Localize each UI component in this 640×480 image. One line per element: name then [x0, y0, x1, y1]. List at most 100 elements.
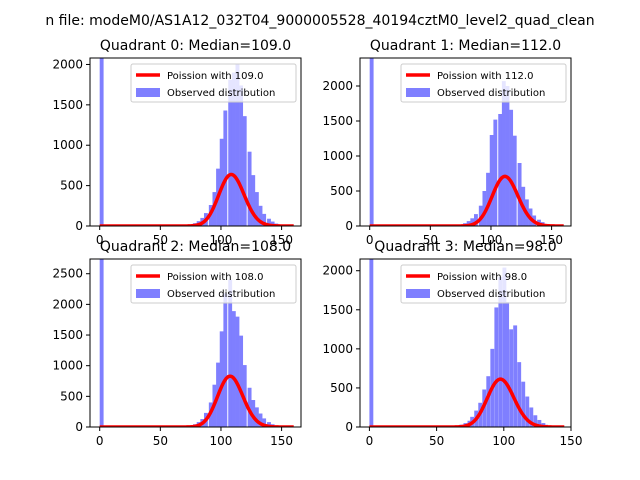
hist-bar: [228, 279, 233, 427]
legend-line-label: Poission with 98.0: [437, 272, 527, 283]
y-tick-label: 2000: [52, 57, 83, 71]
hist-bar: [223, 110, 228, 226]
y-tick-label: 500: [60, 389, 83, 403]
y-tick-label: 1500: [52, 328, 83, 342]
hist-bar: [239, 85, 244, 226]
axes-frame: [89, 57, 302, 227]
x-tick-label: 0: [366, 233, 374, 247]
hist-bar: [482, 191, 487, 226]
hist-bar: [512, 135, 517, 226]
legend: Poission with 98.0 Observed distribution: [400, 264, 567, 304]
subplot-title: Quadrant 2: Median=108.0: [100, 239, 291, 255]
hist-bar: [521, 381, 526, 427]
hist-bar: [242, 365, 247, 427]
legend-bar-swatch: [136, 289, 160, 298]
hist-bar: [513, 325, 518, 427]
y-tick-label: 1500: [322, 303, 353, 317]
plot-area: [99, 259, 295, 427]
y-tick-label: 0: [75, 420, 83, 434]
legend-line-label: Poission with 112.0: [437, 71, 533, 82]
hist-bar: [258, 413, 263, 427]
legend-bar-label: Observed distribution: [167, 289, 275, 300]
y-tick-label: 0: [345, 420, 353, 434]
y-tick-label: 1500: [322, 114, 353, 128]
y-tick-label: 2000: [322, 264, 353, 278]
hist-bar: [219, 138, 224, 226]
hist-bar: [466, 221, 471, 226]
hist-bar: [223, 293, 228, 427]
hist-bar: [486, 172, 490, 226]
y-tick-label: 2500: [52, 267, 83, 281]
hist-bar: [509, 329, 514, 427]
hist-bar: [258, 205, 263, 226]
figure-suptitle: n file: modeM0/AS1A12_032T04_9000005528_…: [45, 13, 594, 29]
hist-bar: [517, 362, 522, 427]
y-tick-label: 1000: [322, 149, 353, 163]
hist-bar: [270, 221, 275, 226]
plot-area: [99, 58, 295, 226]
hist-bar: [251, 400, 256, 427]
axes-frame: [359, 57, 572, 227]
y-tick-label: 1000: [52, 138, 83, 152]
hist-bar: [470, 218, 475, 226]
hist-bar: [239, 335, 244, 427]
x-tick-label: 150: [540, 233, 563, 247]
y-tick-label: 2000: [52, 297, 83, 311]
legend-line-label: Poission with 109.0: [167, 71, 263, 82]
x-tick-label: 0: [366, 434, 374, 448]
subplot-title: Quadrant 1: Median=112.0: [370, 38, 561, 54]
hist-bar: [498, 114, 503, 226]
hist-bar: [502, 267, 507, 427]
legend-box: [130, 63, 297, 103]
y-tick-label: 0: [345, 219, 353, 233]
hist-bar: [235, 64, 240, 226]
x-tick-label: 0: [96, 233, 104, 247]
poisson-curve: [369, 377, 565, 427]
legend-box: [400, 63, 567, 103]
legend-bar-label: Observed distribution: [437, 88, 545, 99]
hist-bar: [505, 301, 510, 427]
y-tick-label: 1500: [52, 98, 83, 112]
hist-bar: [505, 86, 510, 226]
legend-bar-label: Observed distribution: [167, 88, 275, 99]
legend: Poission with 108.0 Observed distribution: [130, 264, 297, 304]
x-tick-label: 50: [153, 233, 168, 247]
hist-bar: [99, 58, 104, 226]
poisson-curve: [99, 172, 295, 226]
hist-bar: [254, 192, 259, 226]
hist-bar: [529, 407, 534, 427]
hist-bar: [267, 422, 271, 427]
hist-bar: [369, 58, 374, 226]
hist-bar: [254, 407, 259, 427]
hist-bar: [533, 415, 538, 427]
hist-bar: [251, 175, 256, 226]
hist-bar: [525, 396, 530, 427]
x-tick-label: 100: [210, 233, 233, 247]
x-tick-label: 0: [96, 434, 104, 448]
hist-bar: [99, 259, 104, 427]
hist-bar: [267, 218, 271, 226]
x-tick-label: 50: [429, 434, 444, 448]
x-tick-label: 150: [560, 434, 583, 448]
hist-bar: [231, 72, 236, 226]
x-tick-label: 50: [423, 233, 438, 247]
hist-bar: [231, 311, 236, 427]
legend-box: [130, 264, 297, 304]
hist-bar: [235, 316, 240, 427]
hist-bar: [228, 79, 233, 226]
subplot-title: Quadrant 0: Median=109.0: [100, 38, 291, 54]
hist-bar: [242, 116, 247, 226]
axes-frame: [359, 258, 572, 428]
y-tick-label: 0: [75, 219, 83, 233]
hist-bar: [501, 81, 506, 226]
legend-box: [400, 264, 567, 304]
poisson-curve: [99, 374, 295, 427]
y-tick-label: 2000: [322, 79, 353, 93]
hist-bar: [369, 259, 374, 427]
hist-bar: [262, 418, 267, 427]
hist-bar: [262, 213, 267, 226]
legend-bar-swatch: [406, 289, 430, 298]
